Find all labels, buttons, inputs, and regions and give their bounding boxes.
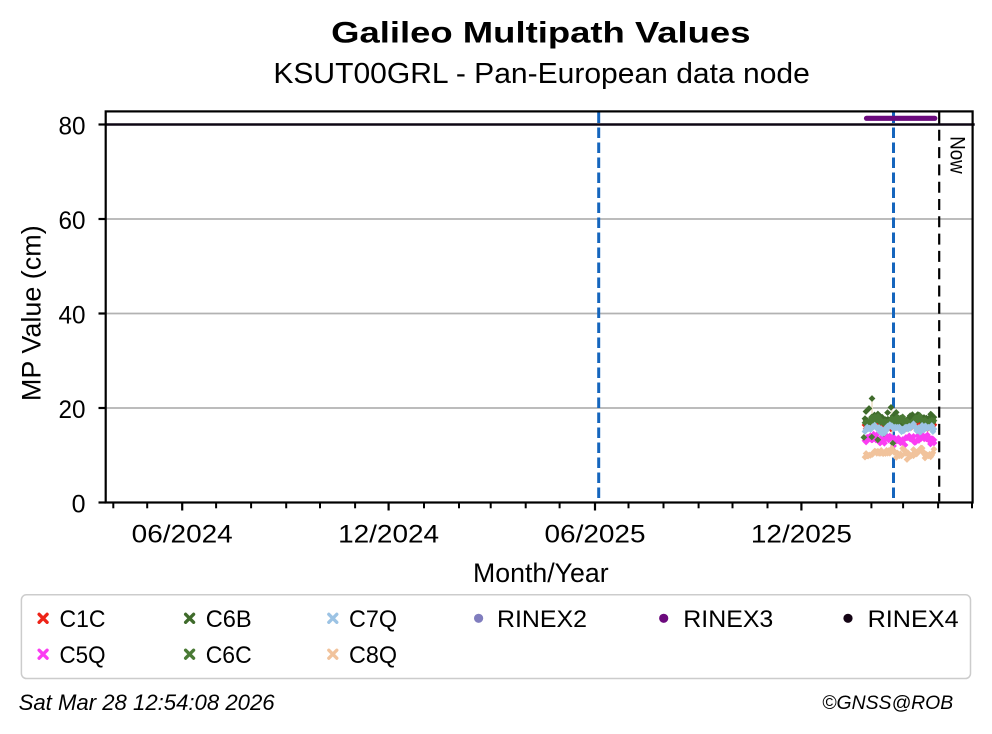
svg-text:RINEX3: RINEX3 [683, 606, 773, 633]
svg-text:20: 20 [59, 396, 86, 424]
svg-text:C6B: C6B [206, 606, 252, 633]
svg-text:06/2025: 06/2025 [545, 520, 646, 548]
svg-text:Month/Year: Month/Year [473, 558, 609, 588]
svg-text:C8Q: C8Q [349, 642, 397, 669]
svg-text:12/2024: 12/2024 [338, 520, 439, 548]
svg-text:RINEX2: RINEX2 [497, 606, 587, 633]
svg-text:80: 80 [59, 113, 86, 141]
svg-text:KSUT00GRL - Pan-European data: KSUT00GRL - Pan-European data node [273, 58, 810, 90]
svg-text:Galileo Multipath Values: Galileo Multipath Values [331, 17, 750, 50]
svg-text:MP Value (cm): MP Value (cm) [17, 225, 47, 401]
svg-text:12/2025: 12/2025 [751, 520, 852, 548]
svg-text:40: 40 [59, 302, 86, 330]
svg-text:RINEX4: RINEX4 [868, 606, 959, 633]
svg-text:Now: Now [946, 136, 969, 174]
svg-text:©GNSS@ROB: ©GNSS@ROB [822, 693, 953, 714]
svg-text:0: 0 [72, 491, 86, 519]
svg-text:Sat Mar 28 12:54:08 2026: Sat Mar 28 12:54:08 2026 [19, 690, 276, 715]
svg-text:C1C: C1C [60, 606, 106, 633]
svg-text:C5Q: C5Q [60, 642, 106, 669]
svg-text:60: 60 [59, 207, 86, 235]
svg-text:06/2024: 06/2024 [132, 520, 233, 548]
svg-text:C6C: C6C [206, 642, 252, 669]
svg-text:C7Q: C7Q [349, 606, 397, 633]
